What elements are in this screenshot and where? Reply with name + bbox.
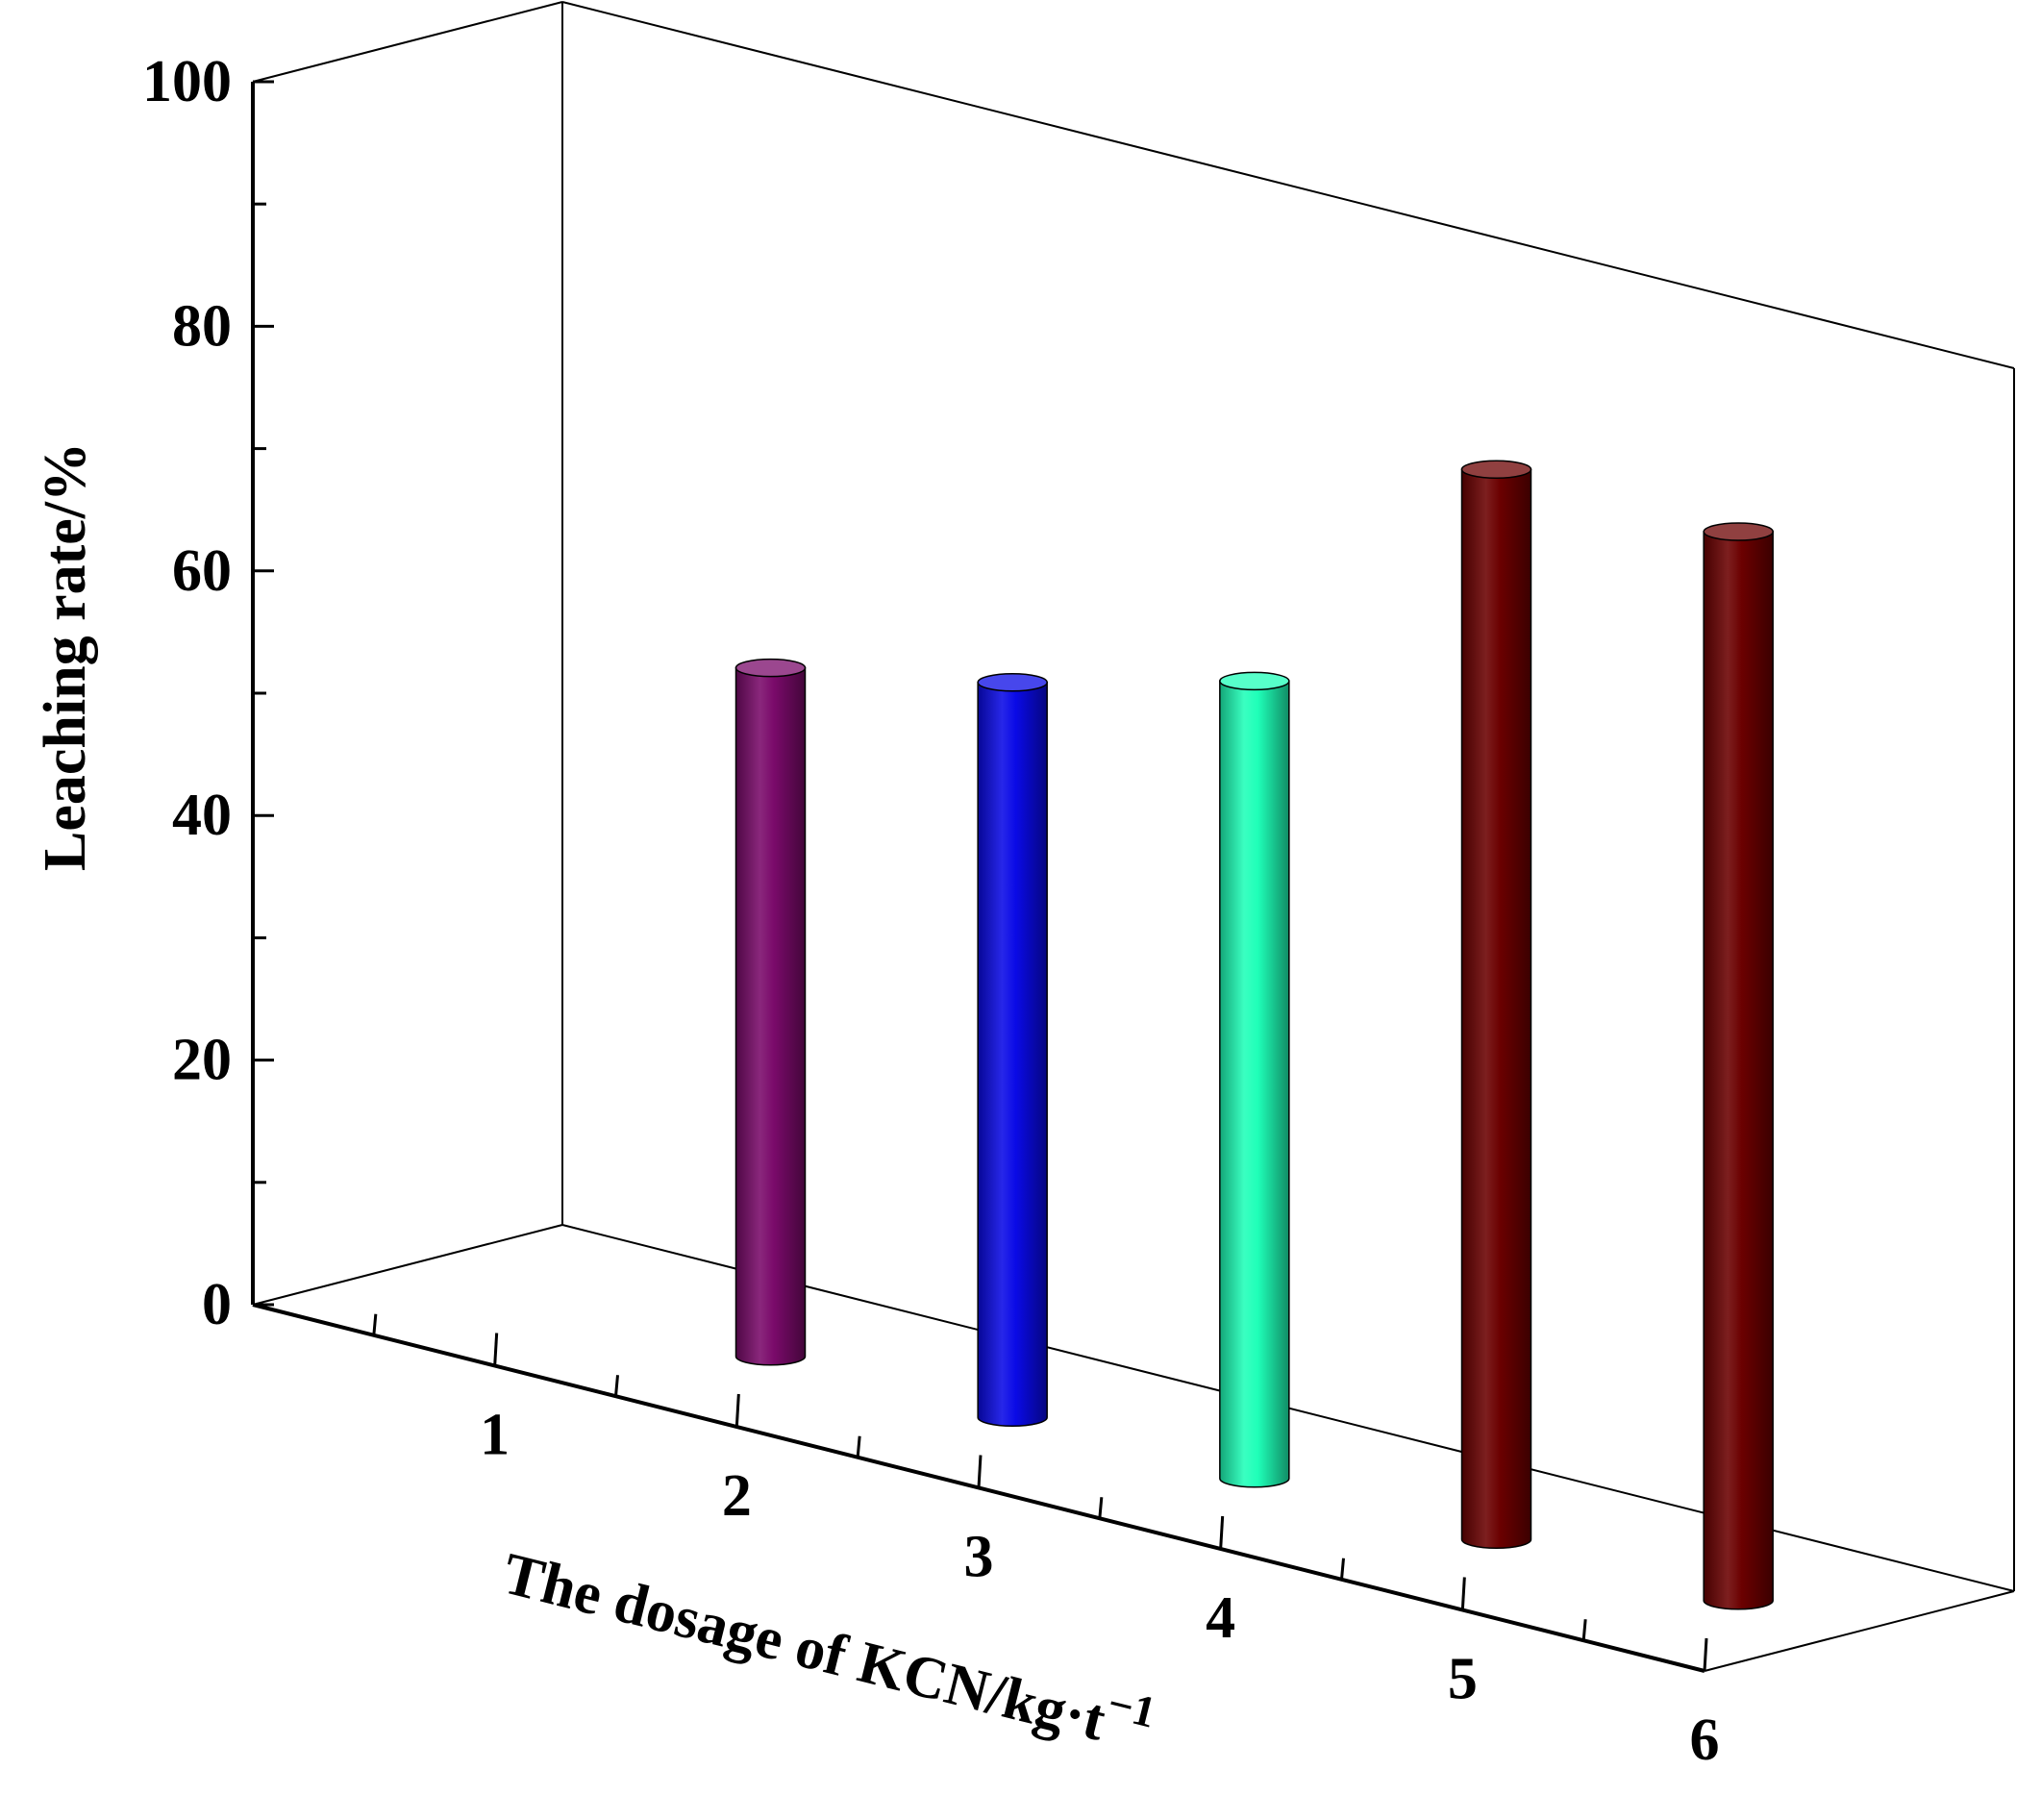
x-minor-tick [1581, 1619, 1587, 1641]
bars [734, 460, 1774, 1610]
x-major-tick [1703, 1637, 1708, 1672]
bar-top-cap [1219, 671, 1290, 691]
x-major-tick [1460, 1577, 1466, 1610]
bar-top-cap [1460, 460, 1532, 479]
bar-4 [1460, 460, 1532, 1549]
x-axis-title-group: The dosage of KCN/kg·t−1 [497, 1529, 1161, 1765]
bar-5 [1703, 522, 1774, 1610]
x-tick-label: 3 [964, 1525, 994, 1590]
x-axis-title-superscript: −1 [1103, 1678, 1160, 1736]
y-tick-label: 20 [172, 1028, 232, 1093]
x-tick-label: 2 [722, 1463, 752, 1529]
x-major-tick [1219, 1515, 1225, 1550]
y-axis-title: Leaching rate/% [33, 442, 98, 871]
x-minor-tick [1340, 1558, 1345, 1580]
x-minor-tick [856, 1435, 861, 1458]
x-axis-title: The dosage of KCN/kg·t−1 [497, 1529, 1161, 1765]
x-tick-label: 4 [1206, 1585, 1235, 1651]
x-tick-label: 5 [1448, 1647, 1478, 1712]
bar-body [734, 666, 807, 1366]
x-major-tick [493, 1333, 499, 1366]
bar-top-cap [734, 658, 807, 678]
y-tick-label: 100 [142, 49, 232, 114]
bar-1 [734, 658, 807, 1366]
bar-body [1219, 680, 1290, 1488]
bar-body [1460, 468, 1532, 1549]
x-major-tick [734, 1393, 740, 1428]
bar-top-cap [977, 673, 1048, 692]
x-minor-tick [614, 1375, 619, 1397]
bar-2 [977, 673, 1048, 1427]
bar-body [1703, 531, 1774, 1610]
bar-body [977, 682, 1048, 1427]
y-axis: 0 20 40 60 80 100 [142, 49, 274, 1337]
x-minor-tick [372, 1313, 378, 1335]
x-tick-label: 1 [480, 1403, 510, 1468]
x-minor-tick [1098, 1497, 1104, 1519]
top-left-edge [252, 1, 563, 83]
x-axis-title-main: The dosage of KCN/kg·t [497, 1541, 1112, 1754]
y-tick-label: 0 [202, 1272, 232, 1337]
x-major-tick [977, 1455, 983, 1488]
y-tick-label: 40 [172, 783, 232, 848]
y-tick-label: 60 [172, 538, 232, 604]
back-top-edge [561, 1, 2015, 369]
bar-top-cap [1703, 522, 1774, 541]
y-tick-label: 80 [172, 293, 232, 359]
x-tick-label: 6 [1690, 1708, 1720, 1773]
floor-left-edge [252, 1224, 563, 1306]
floor-right-edge [1704, 1590, 2015, 1672]
bar-3 [1219, 671, 1290, 1488]
x-axis: 1 2 3 4 5 6 [252, 1303, 1720, 1773]
